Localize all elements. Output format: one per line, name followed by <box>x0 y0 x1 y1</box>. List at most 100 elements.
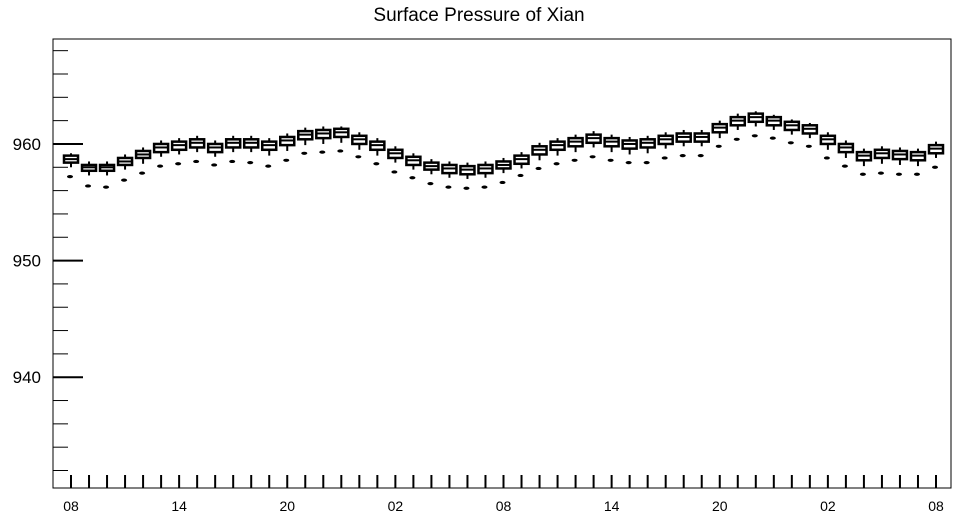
box-outlier <box>355 155 362 159</box>
box-outlier <box>157 164 164 168</box>
box-group <box>98 161 116 189</box>
x-tick-label: 14 <box>604 498 620 514</box>
x-tick-label: 02 <box>388 498 404 514</box>
box-outlier <box>175 162 182 166</box>
box-group <box>783 119 801 145</box>
box-group <box>711 120 728 148</box>
boxes-layer <box>62 111 945 190</box>
box-group <box>315 126 332 154</box>
x-tick-label: 02 <box>820 498 836 514</box>
box-group <box>405 153 422 180</box>
box-outlier <box>932 165 938 169</box>
box-group <box>567 134 584 162</box>
box-outlier <box>265 164 272 168</box>
box-group <box>116 154 134 182</box>
box-outlier <box>661 156 668 160</box>
box-outlier <box>211 163 218 167</box>
box-group <box>873 146 891 175</box>
box-outlier <box>733 137 740 141</box>
box-group <box>297 127 314 155</box>
box-outlier <box>103 185 110 189</box>
box-outlier <box>517 173 524 178</box>
box-group <box>351 132 368 159</box>
box-group <box>531 142 548 171</box>
y-axis: 940 950 960 <box>13 50 83 472</box>
box-group <box>80 161 98 188</box>
box-group <box>819 132 837 160</box>
box-group <box>855 148 873 176</box>
box-outlier <box>427 182 434 186</box>
box-outlier <box>607 158 614 162</box>
box-group <box>206 140 224 167</box>
box-outlier <box>85 184 92 188</box>
box-outlier <box>715 144 722 148</box>
box-group <box>639 135 656 165</box>
box-outlier <box>121 178 128 182</box>
box-group <box>224 135 242 164</box>
box-outlier <box>895 172 902 176</box>
x-tick-label: 08 <box>496 498 512 514</box>
x-tick-label: 20 <box>279 498 295 514</box>
box-outlier <box>751 134 758 138</box>
box-group <box>152 140 170 168</box>
x-tick-label: 20 <box>712 498 728 514</box>
box-outlier <box>679 154 686 158</box>
box-group <box>585 131 602 159</box>
box-outlier <box>409 176 416 180</box>
x-tick-label: 08 <box>928 498 944 514</box>
box-outlier <box>139 171 146 175</box>
box-outlier <box>67 175 73 179</box>
box-group <box>495 157 512 185</box>
box-outlier <box>859 172 866 176</box>
box-group <box>134 147 152 175</box>
box-group <box>279 133 296 162</box>
box-group <box>657 132 674 160</box>
box-outlier <box>625 161 632 165</box>
box-group <box>729 113 747 141</box>
box-group <box>927 141 945 169</box>
box-group <box>260 138 278 168</box>
box-outlier <box>805 144 812 148</box>
box-outlier <box>553 162 560 166</box>
box-group <box>459 162 476 190</box>
box-group <box>693 129 710 158</box>
y-tick-label: 950 <box>13 252 41 271</box>
box-group <box>423 159 440 186</box>
box-group <box>170 138 188 166</box>
box-outlier <box>913 172 920 176</box>
box-outlier <box>319 150 326 154</box>
box-group <box>369 138 386 166</box>
box-outlier <box>391 170 398 174</box>
y-tick-label: 940 <box>13 368 41 387</box>
box-outlier <box>535 166 542 171</box>
box-group <box>603 134 620 162</box>
x-axis: 08 14 20 02 08 14 20 02 08 <box>63 475 944 514</box>
box-outlier <box>481 185 488 189</box>
box-outlier <box>823 156 830 160</box>
box-group <box>909 148 927 176</box>
box-outlier <box>643 161 650 165</box>
box-group <box>837 140 855 168</box>
box-group <box>477 161 494 189</box>
box-group <box>675 129 692 158</box>
y-tick-label: 960 <box>13 135 41 154</box>
box-outlier <box>697 154 704 158</box>
chart-title: Surface Pressure of Xian <box>373 5 585 26</box>
box-outlier <box>301 151 308 155</box>
box-group <box>242 135 260 165</box>
box-group <box>621 136 638 165</box>
box-outlier <box>193 159 200 164</box>
box-outlier <box>499 180 506 185</box>
x-tick-label: 14 <box>171 498 187 514</box>
box-outlier <box>229 159 236 164</box>
box-group <box>747 111 765 138</box>
box-group <box>441 161 458 189</box>
box-group <box>62 153 80 179</box>
box-outlier <box>787 141 794 145</box>
box-group <box>513 152 530 178</box>
box-outlier <box>571 158 578 162</box>
box-outlier <box>445 185 452 189</box>
box-group <box>765 114 783 140</box>
box-group <box>801 122 819 148</box>
